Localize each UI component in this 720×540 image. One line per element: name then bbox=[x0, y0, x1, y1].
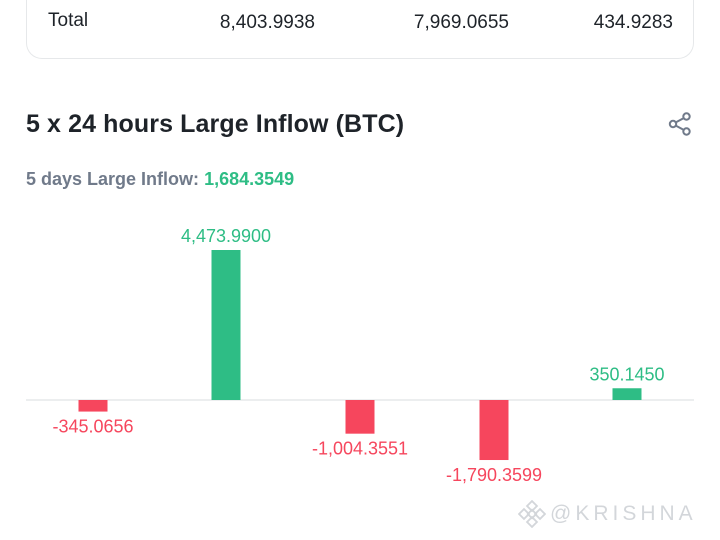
share-icon bbox=[668, 112, 691, 136]
total-label: Total bbox=[48, 10, 89, 31]
five-day-summary: 5 days Large Inflow: 1,684.3549 bbox=[26, 169, 294, 190]
bar-label-3: -1,004.3551 bbox=[312, 439, 408, 459]
total-outflow-value: 7,969.0655 bbox=[413, 12, 509, 33]
section-title: 5 x 24 hours Large Inflow (BTC) bbox=[26, 110, 405, 138]
total-net-value: 434.9283 bbox=[593, 12, 673, 33]
bar-3[interactable] bbox=[345, 400, 375, 434]
totals-card: Total 8,403.9938 7,969.0655 434.9283 bbox=[26, 0, 694, 59]
bar-label-2: 4,473.9900 bbox=[181, 226, 271, 246]
summary-label: 5 days Large Inflow: bbox=[26, 169, 200, 189]
bar-label-5: 350.1450 bbox=[589, 364, 664, 384]
summary-value: 1,684.3549 bbox=[204, 169, 295, 189]
bar-5[interactable] bbox=[612, 388, 642, 400]
bar-1[interactable] bbox=[78, 400, 108, 412]
bar-4[interactable] bbox=[479, 400, 509, 461]
watermark: @KRISHNA bbox=[518, 500, 697, 528]
total-inflow-value: 8,403.9938 bbox=[219, 12, 315, 33]
bar-2[interactable] bbox=[211, 250, 241, 400]
bar-label-1: -345.0656 bbox=[52, 417, 133, 437]
watermark-text: @KRISHNA bbox=[550, 502, 697, 525]
share-button[interactable] bbox=[664, 108, 696, 140]
binance-logo-icon bbox=[518, 500, 546, 528]
bar-label-4: -1,790.3599 bbox=[446, 465, 542, 485]
